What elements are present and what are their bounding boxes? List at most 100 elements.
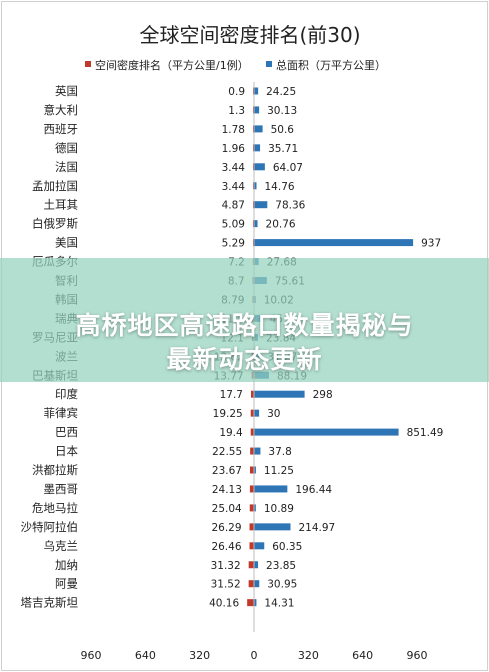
- data-label-area: 64.07: [273, 162, 303, 174]
- bar-area: [254, 428, 399, 436]
- data-label-rank: 3.44: [222, 181, 246, 193]
- bar-rank: [249, 523, 254, 531]
- category-label: 巴西: [55, 425, 78, 439]
- data-label-rank: 0.9: [228, 86, 245, 98]
- bar-area: [254, 87, 259, 95]
- bar-area: [254, 504, 256, 512]
- category-label: 土耳其: [44, 198, 79, 212]
- data-label-rank: 19.4: [219, 427, 243, 439]
- data-label-rank: 1.96: [222, 143, 246, 155]
- bar-rank: [249, 466, 254, 474]
- bar-rank: [249, 504, 254, 512]
- data-label-rank: 31.32: [211, 560, 241, 572]
- bar-area: [254, 447, 261, 455]
- data-label-area: 11.25: [264, 465, 294, 477]
- data-label-area: 196.44: [295, 484, 332, 496]
- category-label: 印度: [55, 387, 78, 401]
- bar-rank: [248, 580, 254, 588]
- category-label: 日本: [55, 444, 78, 458]
- data-label-area: 14.31: [264, 598, 294, 610]
- data-label-rank: 26.46: [211, 541, 241, 553]
- data-label-rank: 24.13: [212, 484, 242, 496]
- data-label-rank: 40.16: [209, 598, 239, 610]
- x-tick-label: 320: [189, 649, 210, 662]
- bar-area: [254, 239, 414, 247]
- category-label: 阿曼: [55, 577, 78, 591]
- bar-area: [254, 201, 268, 209]
- data-label-area: 851.49: [407, 427, 444, 439]
- data-label-rank: 22.55: [212, 446, 242, 458]
- data-label-area: 10.89: [264, 503, 294, 515]
- category-label: 美国: [55, 236, 78, 250]
- x-tick-label: 640: [135, 649, 156, 662]
- bar-area: [254, 466, 256, 474]
- data-label-rank: 25.04: [212, 503, 242, 515]
- overlay-headline-line1: 高桥地区高速路口数量揭秘与: [75, 311, 414, 340]
- category-label: 西班牙: [44, 122, 79, 136]
- data-label-area: 30.95: [267, 579, 297, 591]
- legend-label-rank: 空间密度排名（平方公里/1例）: [95, 58, 249, 72]
- category-label: 法国: [55, 160, 78, 174]
- bar-area: [254, 144, 261, 152]
- data-label-area: 37.8: [268, 446, 291, 458]
- category-label: 德国: [55, 141, 78, 155]
- bar-rank: [247, 599, 254, 607]
- legend-swatch-rank: [85, 61, 91, 67]
- bar-area: [254, 125, 263, 133]
- x-tick-label: 960: [407, 649, 428, 662]
- chart-title: 全球空间密度排名(前30): [139, 23, 360, 47]
- bar-rank: [248, 561, 254, 569]
- legend-label-area: 总面积（万平方公里）: [276, 58, 386, 72]
- data-label-area: 214.97: [299, 522, 336, 534]
- bar-rank: [249, 485, 254, 493]
- data-label-area: 50.6: [271, 124, 295, 136]
- overlay-banner: 高桥地区高速路口数量揭秘与 最新动态更新: [0, 258, 489, 382]
- data-label-area: 24.25: [266, 86, 296, 98]
- data-label-rank: 17.7: [220, 389, 243, 401]
- data-label-rank: 31.52: [211, 579, 241, 591]
- category-label: 白俄罗斯: [32, 217, 78, 231]
- bar-area: [254, 106, 260, 114]
- overlay-headline-line2: 最新动态更新: [166, 345, 323, 374]
- data-label-area: 30.13: [267, 105, 297, 117]
- data-label-area: 20.76: [266, 219, 296, 231]
- bar-rank: [250, 447, 254, 455]
- data-label-rank: 5.29: [222, 238, 245, 250]
- bar-rank: [249, 542, 254, 550]
- category-label: 意大利: [44, 103, 79, 117]
- category-label: 孟加拉国: [32, 179, 78, 193]
- category-label: 菲律宾: [44, 406, 79, 420]
- bar-area: [254, 163, 265, 171]
- bar-rank: [250, 390, 254, 398]
- category-label: 英国: [55, 84, 78, 98]
- category-label: 洪都拉斯: [32, 463, 78, 477]
- bar-area: [254, 485, 288, 493]
- data-label-area: 23.85: [266, 560, 296, 572]
- data-label-area: 937: [421, 238, 441, 250]
- bar-area: [254, 599, 257, 607]
- data-label-rank: 3.44: [222, 162, 246, 174]
- data-label-rank: 4.87: [222, 200, 245, 212]
- bar-rank: [250, 409, 254, 417]
- data-label-area: 298: [313, 389, 333, 401]
- data-label-area: 30: [267, 408, 280, 420]
- data-label-rank: 1.3: [228, 105, 245, 117]
- x-tick-label: 640: [352, 649, 373, 662]
- category-label: 加纳: [55, 558, 78, 572]
- legend: 空间密度排名（平方公里/1例） 总面积（万平方公里）: [85, 58, 386, 72]
- bar-area: [254, 542, 265, 550]
- x-tick-label: 0: [251, 649, 258, 662]
- bar-area: [254, 580, 260, 588]
- bar-area: [254, 409, 260, 417]
- data-label-rank: 19.25: [213, 408, 243, 420]
- data-label-area: 14.76: [265, 181, 295, 193]
- bar-rank: [250, 428, 254, 436]
- category-label: 危地马拉: [32, 501, 78, 515]
- bar-area: [254, 390, 305, 398]
- legend-swatch-area: [266, 61, 272, 67]
- x-tick-label: 320: [298, 649, 319, 662]
- data-label-rank: 1.78: [222, 124, 245, 136]
- bar-area: [254, 523, 291, 531]
- data-label-rank: 23.67: [212, 465, 242, 477]
- category-label: 乌克兰: [44, 539, 79, 553]
